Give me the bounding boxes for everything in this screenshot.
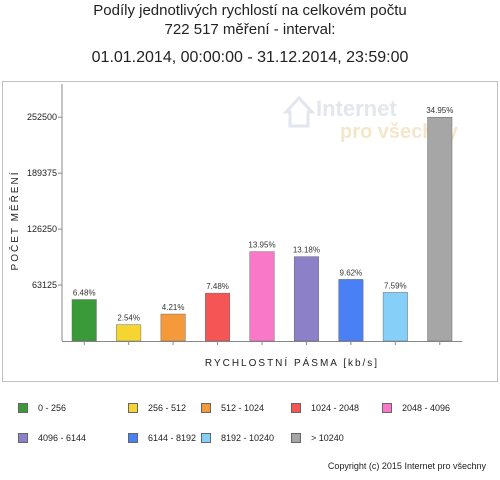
y-tick-label: 63125 <box>32 280 57 290</box>
bar-value-label: 7.59% <box>384 281 407 290</box>
bar <box>205 292 231 342</box>
legend-label: 8192 - 10240 <box>221 433 275 443</box>
legend-label: 1024 - 2048 <box>311 403 360 413</box>
chart-title: Podíly jednotlivých rychlostí na celkové… <box>93 2 407 19</box>
legend-label: 0 - 256 <box>38 403 67 413</box>
bar <box>160 313 186 342</box>
legend-swatch <box>382 403 392 413</box>
bar <box>338 279 364 342</box>
legend-swatch <box>18 433 28 443</box>
legend-swatch <box>18 403 28 413</box>
legend-swatch <box>201 403 211 413</box>
bar-value-label: 7.48% <box>206 282 229 291</box>
legend-swatch <box>128 403 138 413</box>
legend-swatch <box>291 433 301 443</box>
watermark-house-icon <box>282 95 316 128</box>
y-tick-label: 126250 <box>27 224 57 234</box>
chart-right-margin <box>462 84 497 381</box>
bar-value-label: 4.21% <box>162 303 185 312</box>
bar-value-label: 9.62% <box>340 268 363 277</box>
bar <box>427 116 453 342</box>
bar <box>249 251 275 342</box>
bar-value-label: 2.54% <box>117 314 140 323</box>
copyright-text: Copyright (c) 2015 Internet pro všechny <box>327 461 486 471</box>
legend-swatch <box>201 433 211 443</box>
bar <box>293 256 319 342</box>
bar-value-label: 13.95% <box>248 241 275 250</box>
legend-swatch <box>128 433 138 443</box>
bar-value-label: 13.18% <box>293 246 320 255</box>
bar <box>71 299 97 342</box>
watermark-line1: Internet <box>316 96 397 121</box>
bar-value-label: 6.48% <box>73 289 96 298</box>
legend-swatch <box>291 403 301 413</box>
chart-subtitle: 722 517 měření - interval: <box>164 21 336 38</box>
legend-label: 512 - 1024 <box>221 403 265 413</box>
bar-value-label: 34.95% <box>426 106 453 115</box>
y-tick-label: 252500 <box>27 112 57 122</box>
legend-label: 2048 - 4096 <box>402 403 451 413</box>
legend-label: > 10240 <box>311 433 344 443</box>
y-axis-label: POČET MĚŘENÍ <box>8 171 21 271</box>
bar <box>116 324 142 342</box>
x-axis-label: RYCHLOSTNÍ PÁSMA [kb/s] <box>205 356 379 369</box>
bar <box>382 292 408 342</box>
y-tick-label: 189375 <box>27 168 57 178</box>
chart-interval: 01.01.2014, 00:00:00 - 31.12.2014, 23:59… <box>91 49 409 66</box>
legend-label: 6144 - 8192 <box>148 433 197 443</box>
legend-label: 4096 - 6144 <box>38 433 87 443</box>
legend-label: 256 - 512 <box>148 403 187 413</box>
